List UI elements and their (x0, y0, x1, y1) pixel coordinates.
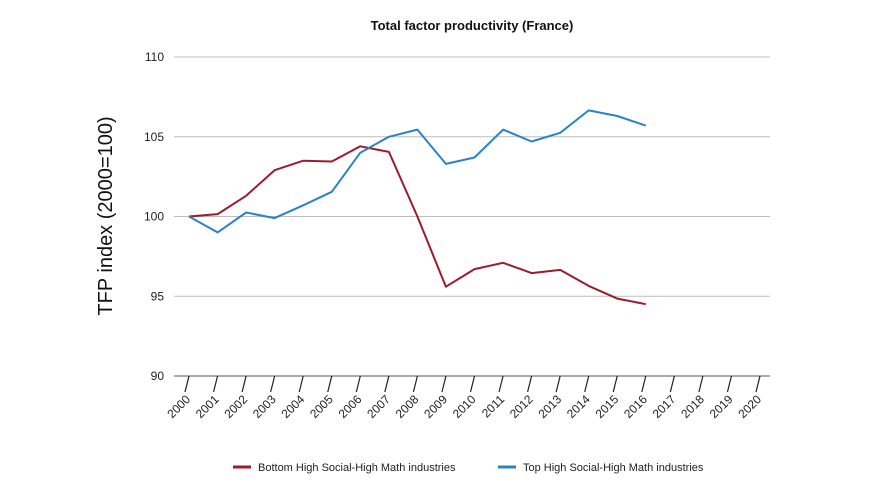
x-tick-label: 2013 (535, 392, 564, 421)
x-tick-label: 2003 (250, 392, 279, 421)
x-tick-mark (612, 375, 618, 393)
legend-label-1: Bottom High Social-High Math industries (258, 462, 456, 474)
x-tick-mark (726, 375, 733, 393)
x-tick-label: 2019 (707, 392, 736, 421)
x-tick-label: 2012 (507, 392, 536, 421)
x-tick-mark (412, 375, 418, 393)
x-tick-label: 2018 (678, 392, 707, 421)
x-tick-mark (184, 375, 190, 393)
legend-label-2: Top High Social-High Math industries (523, 462, 704, 474)
x-tick-label: 2011 (479, 392, 507, 420)
x-tick-label: 2000 (164, 392, 193, 421)
x-tick-mark (441, 375, 447, 393)
x-tick-label: 2017 (650, 392, 679, 421)
x-tick-label: 2002 (221, 392, 250, 421)
x-tick-mark (355, 375, 361, 393)
x-tick-mark (698, 375, 704, 393)
x-tick-label: 2010 (450, 392, 479, 421)
x-tick-mark (241, 375, 247, 393)
x-tick-mark (641, 375, 647, 393)
x-tick-label: 2015 (593, 392, 622, 421)
x-axis: 2000 2001 2002 2003 2004 2005 2006 2007 2008 2009… (164, 375, 764, 421)
y-tick-label: 110 (145, 50, 164, 64)
series-lines (188, 109, 647, 306)
x-tick-label: 2020 (735, 392, 764, 421)
y-tick-label: 100 (144, 210, 164, 224)
x-tick-mark (584, 375, 590, 393)
x-tick-label: 2005 (307, 392, 336, 421)
y-axis-label: TFP index (2000=100) (95, 116, 117, 315)
x-tick-label: 2014 (564, 392, 593, 421)
x-tick-mark (555, 375, 561, 393)
x-tick-mark (298, 375, 304, 393)
x-tick-mark (270, 375, 276, 393)
x-tick-mark (669, 375, 675, 393)
x-tick-mark (212, 375, 219, 393)
x-tick-label: 2006 (336, 392, 365, 421)
x-tick-mark (527, 375, 533, 393)
x-tick-label: 2016 (621, 392, 650, 421)
x-tick-mark (327, 375, 333, 393)
x-tick-mark (755, 375, 761, 393)
y-tick-label: 90 (151, 369, 165, 383)
x-tick-label: 2007 (364, 392, 393, 421)
y-tick-labels: 90 95 100 105 110 (144, 50, 164, 383)
x-tick-label: 2009 (421, 392, 450, 421)
y-tick-label: 95 (151, 289, 165, 303)
x-tick-mark (384, 375, 390, 393)
x-tick-label: 2001 (193, 392, 222, 421)
series-line-1 (188, 145, 646, 306)
x-tick-label: 2004 (279, 392, 308, 421)
x-tick-mark (498, 375, 504, 393)
x-tick-mark (469, 375, 476, 393)
gridlines (174, 56, 770, 377)
legend: Bottom High Social-High Math industries T… (233, 462, 704, 474)
chart-title: Total factor productivity (France) (371, 18, 574, 33)
x-tick-label: 2008 (393, 392, 422, 421)
y-tick-label: 105 (144, 130, 164, 144)
